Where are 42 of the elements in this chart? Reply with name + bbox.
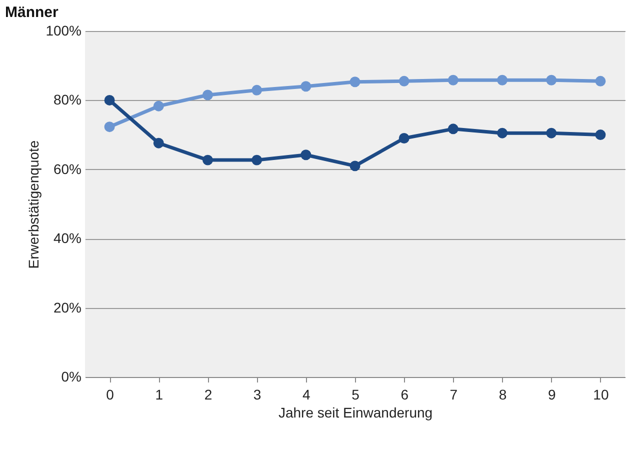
chart-title: Männer xyxy=(5,4,59,21)
x-tick-label: 3 xyxy=(253,386,262,402)
x-tick-label: 2 xyxy=(204,386,212,402)
y-tick-label: 100% xyxy=(46,22,82,38)
point xyxy=(448,124,458,134)
y-tick-label: 0% xyxy=(61,368,82,384)
point xyxy=(104,122,115,132)
point xyxy=(398,76,410,86)
point xyxy=(398,133,410,144)
x-tick-label: 5 xyxy=(352,386,360,402)
point xyxy=(252,154,262,166)
point xyxy=(153,138,164,148)
x-tick-label: 1 xyxy=(155,386,164,402)
point xyxy=(497,128,508,138)
point xyxy=(104,94,115,106)
x-tick-label: 7 xyxy=(450,386,458,402)
x-tick-label: 6 xyxy=(400,386,409,402)
point xyxy=(595,130,606,140)
point xyxy=(546,74,557,86)
x-tick-label: 0 xyxy=(106,386,114,402)
point xyxy=(202,90,213,100)
point xyxy=(546,128,557,138)
y-tick-label: 40% xyxy=(53,230,82,246)
y-tick-label: 60% xyxy=(53,160,82,177)
x-tick-label: 9 xyxy=(548,386,556,402)
point xyxy=(448,74,458,86)
point xyxy=(300,150,312,160)
point xyxy=(350,76,360,88)
point xyxy=(202,154,213,166)
point xyxy=(300,81,312,92)
x-tick-label: 8 xyxy=(498,386,507,402)
point xyxy=(497,74,508,86)
x-tick-label: 4 xyxy=(302,386,311,402)
point xyxy=(350,160,360,172)
x-axis-title: Jahre seit Einwanderung xyxy=(278,404,433,420)
x-tick-label: 10 xyxy=(593,386,609,402)
y-tick-label: 80% xyxy=(53,92,82,108)
point xyxy=(153,100,164,112)
y-axis-title: Erwerbstätigenquote xyxy=(26,140,42,269)
point xyxy=(595,76,606,86)
y-tick-label: 20% xyxy=(53,299,82,316)
point xyxy=(252,84,262,96)
